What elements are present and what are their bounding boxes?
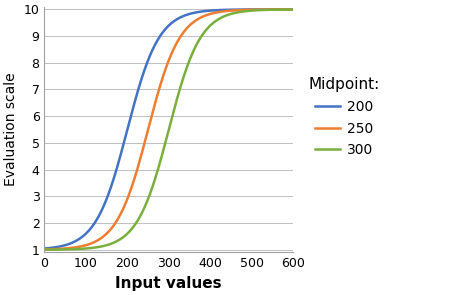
200 bbox=[283, 8, 288, 11]
Legend: 200, 250, 300: 200, 250, 300 bbox=[303, 72, 385, 163]
200 bbox=[290, 8, 296, 11]
200 bbox=[54, 245, 60, 249]
250 bbox=[238, 8, 243, 12]
X-axis label: Input values: Input values bbox=[116, 276, 222, 291]
300 bbox=[162, 141, 168, 144]
300 bbox=[41, 248, 47, 251]
Line: 250: 250 bbox=[44, 9, 293, 249]
300 bbox=[283, 8, 288, 11]
250 bbox=[290, 8, 296, 11]
300 bbox=[54, 248, 60, 251]
Y-axis label: Evaluation scale: Evaluation scale bbox=[4, 73, 18, 186]
250 bbox=[41, 248, 47, 251]
200 bbox=[162, 27, 168, 31]
200 bbox=[283, 8, 289, 11]
Line: 200: 200 bbox=[44, 9, 293, 248]
250 bbox=[156, 88, 162, 92]
250 bbox=[162, 68, 168, 71]
200 bbox=[238, 8, 243, 11]
200 bbox=[41, 247, 47, 250]
200 bbox=[156, 36, 162, 40]
300 bbox=[238, 10, 243, 14]
250 bbox=[54, 247, 60, 251]
250 bbox=[283, 8, 289, 11]
300 bbox=[283, 8, 289, 11]
Line: 300: 300 bbox=[44, 9, 293, 250]
250 bbox=[283, 8, 288, 11]
300 bbox=[156, 165, 162, 168]
300 bbox=[290, 8, 296, 11]
